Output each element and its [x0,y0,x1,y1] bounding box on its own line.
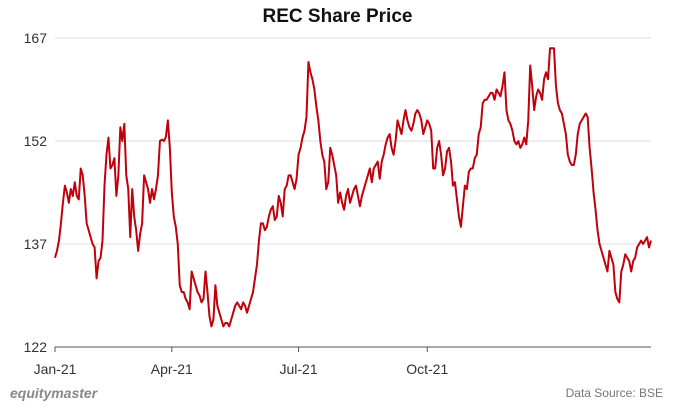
y-tick-label-167: 167 [24,30,48,46]
chart-title: REC Share Price [262,6,413,27]
axis-layer [54,346,651,352]
x-tick-label-Oct-21: Oct-21 [406,361,448,377]
x-tick-label-Jul-21: Jul-21 [279,361,317,377]
grid-layer [55,37,651,245]
y-tick-label-152: 152 [24,133,48,149]
data-source-note: Data Source: BSE [565,386,663,400]
y-tick-label-137: 137 [24,236,48,252]
label-layer: 122 137 152 167 Jan-21 Apr-21 Jul-21 Oct-21 [24,30,449,377]
y-tick-label-122: 122 [24,339,48,355]
price-line [54,47,652,328]
series-layer [54,47,652,328]
x-tick-label-Jan-21: Jan-21 [34,361,77,377]
brand-logo-text: equitymaster [10,385,98,401]
x-tick-label-Apr-21: Apr-21 [151,361,193,377]
